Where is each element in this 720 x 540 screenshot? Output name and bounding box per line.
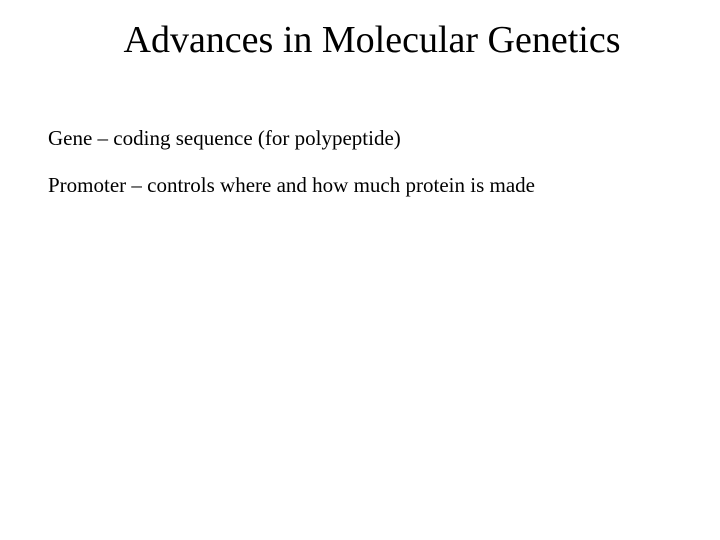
slide-container: Advances in Molecular Genetics Gene – co… <box>0 0 720 540</box>
slide-title: Advances in Molecular Genetics <box>40 18 680 62</box>
definition-gene: Gene – coding sequence (for polypeptide) <box>48 124 680 153</box>
definition-promoter: Promoter – controls where and how much p… <box>48 171 680 200</box>
slide-body: Gene – coding sequence (for polypeptide)… <box>40 124 680 201</box>
